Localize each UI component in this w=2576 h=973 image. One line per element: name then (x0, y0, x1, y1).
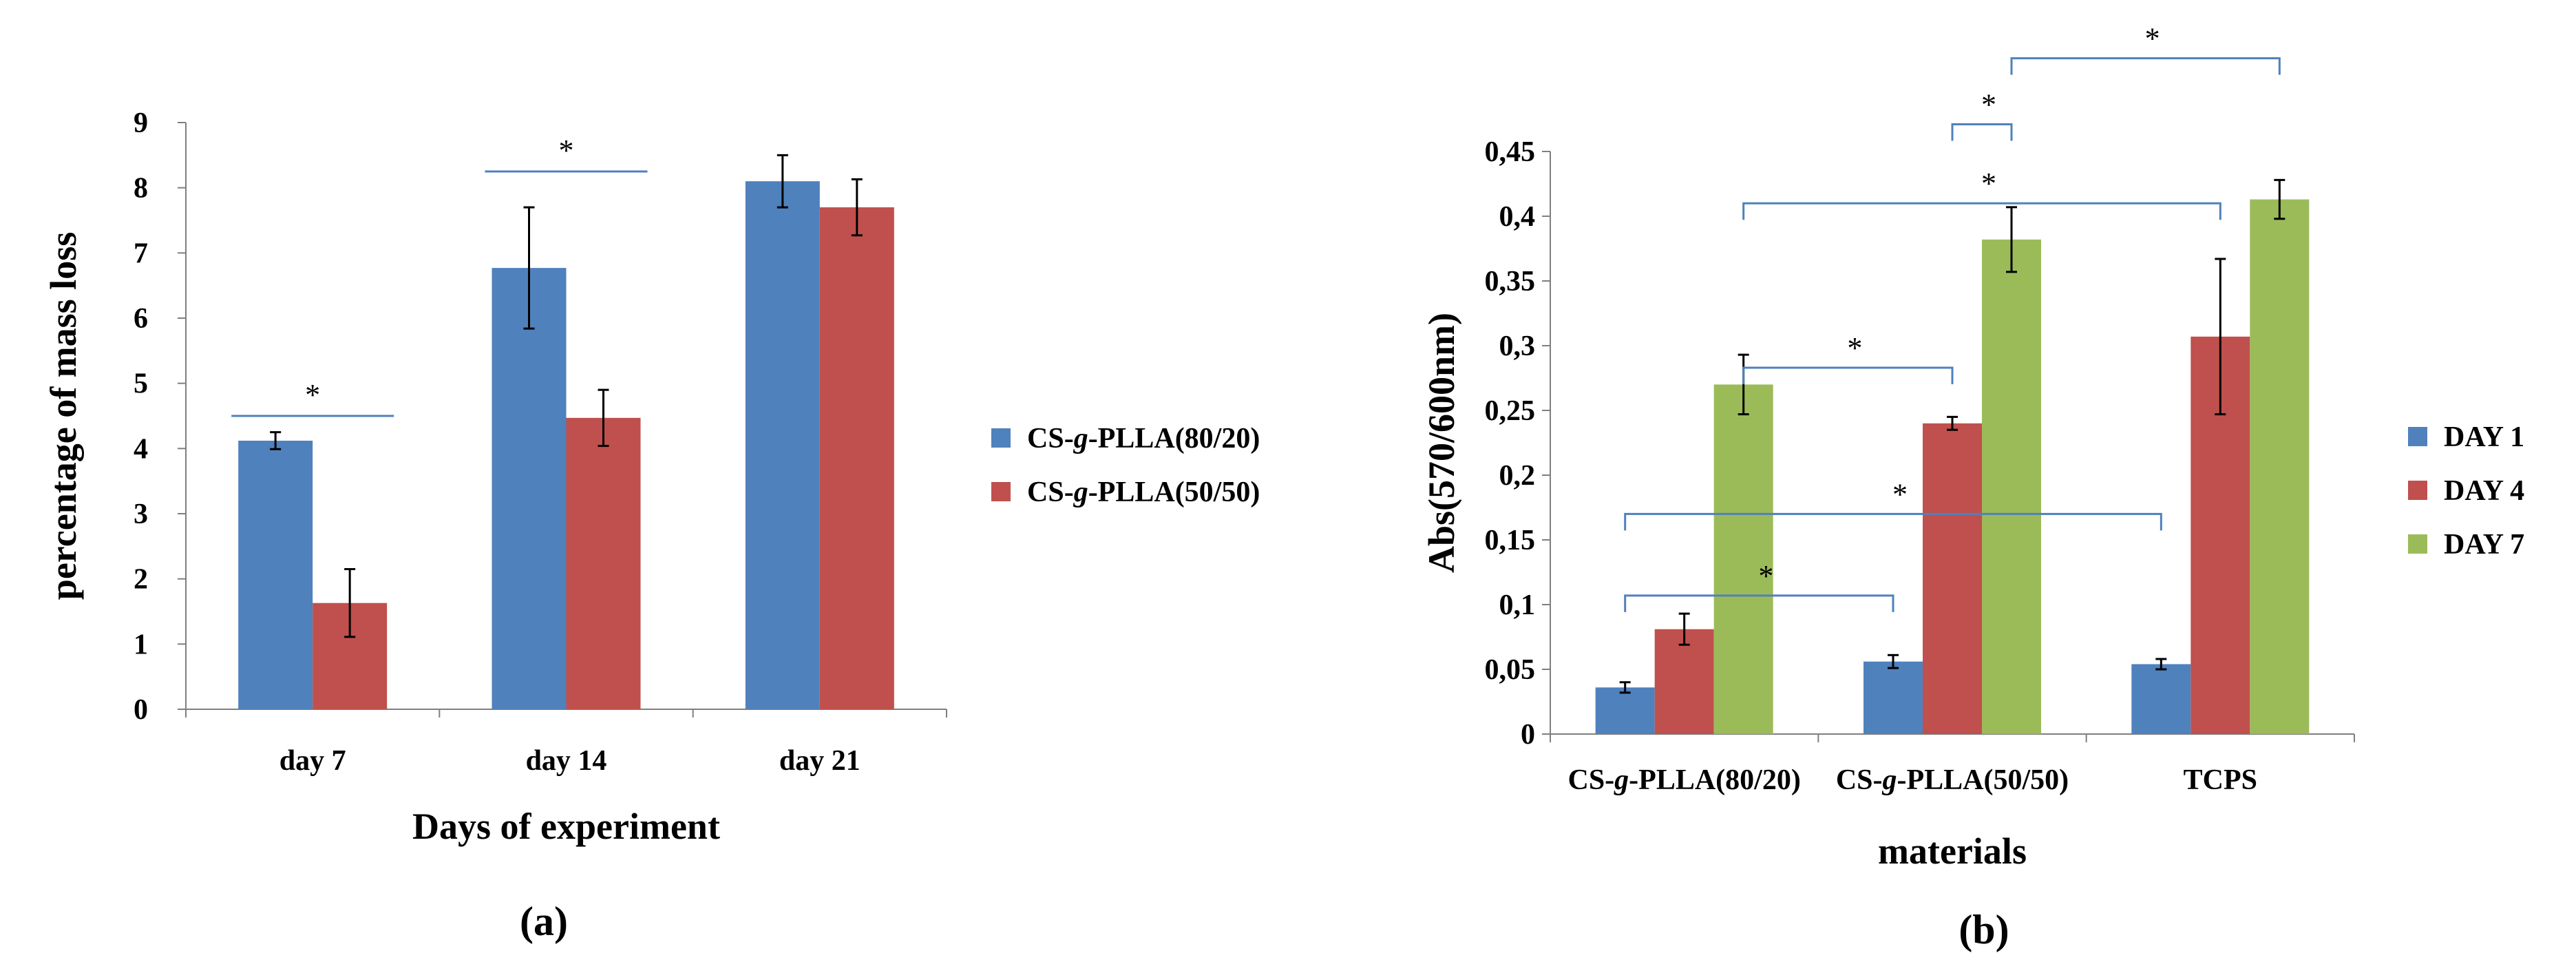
significance-star: * (305, 378, 320, 412)
legend-label-part-0: CS- (1027, 423, 1074, 454)
y-tick-label: 3 (134, 499, 148, 530)
x-tick-label: day 7 (279, 745, 346, 777)
bar (492, 268, 567, 709)
legend-label: CS-g-PLLA(50/50) (1027, 477, 1260, 508)
significance-star: * (1758, 559, 1773, 593)
x-tick-label-part-0: CS- (1836, 764, 1883, 796)
legend-label: DAY 7 (2444, 529, 2524, 561)
chart-a: 0 1 2 3 4 5 6 7 8 9 day 7 day 14 day 21 * * percentage … (43, 107, 1260, 944)
x-tick-label: CS-g-PLLA(50/50) (1836, 764, 2069, 796)
y-tick-label: 0,4 (1499, 201, 1536, 233)
x-tick-label: TCPS (2184, 764, 2257, 796)
y-tick-label: 1 (134, 629, 148, 660)
legend-label: DAY 1 (2444, 421, 2524, 453)
bar (566, 417, 641, 709)
bar (1864, 661, 1923, 734)
legend-label-part-1: g (1073, 423, 1088, 454)
y-tick-label: 0,2 (1499, 460, 1536, 492)
legend-swatch (2408, 427, 2427, 446)
significance-star: * (1981, 167, 1996, 200)
legend-swatch (991, 428, 1011, 448)
significance-star: * (559, 134, 574, 167)
y-tick-label: 0 (1521, 719, 1535, 751)
bar (1713, 384, 1773, 734)
bar (1654, 629, 1714, 734)
y-tick-label: 0,15 (1485, 525, 1536, 556)
y-tick-label: 0,45 (1485, 136, 1536, 168)
chart-b: 00,050,10,150,20,250,30,350,40,45CS-g-PL… (1421, 22, 2524, 952)
x-tick-label-part-1: g (1882, 764, 1897, 796)
x-tick-label-part-2: -PLLA(50/50) (1897, 764, 2069, 796)
y-tick-label: 0,05 (1485, 654, 1536, 686)
legend-label-part-2: -PLLA(50/50) (1088, 477, 1260, 508)
x-axis-title: materials (1878, 830, 2027, 872)
significance-bracket (1742, 202, 2221, 220)
x-axis-title: Days of experiment (412, 806, 720, 847)
y-tick-label: 0,3 (1499, 331, 1536, 362)
legend-label-part-1: g (1073, 477, 1088, 508)
x-tick-label-part-0: TCPS (2184, 764, 2257, 796)
bar (1982, 239, 2041, 735)
x-tick-label-part-2: -PLLA(80/20) (1629, 764, 1801, 796)
y-tick-label: 5 (134, 368, 148, 400)
significance-star: * (2145, 22, 2160, 56)
significance-bracket (1624, 512, 2162, 531)
y-tick-label: 8 (134, 173, 148, 205)
y-tick-label: 7 (134, 238, 148, 269)
panel-label: (b) (1959, 907, 2009, 952)
bar (1595, 687, 1655, 734)
y-tick-label: 2 (134, 564, 148, 596)
bar (745, 181, 820, 709)
y-tick-label: 4 (134, 433, 148, 465)
bar (238, 440, 313, 709)
significance-star: * (1981, 88, 1996, 122)
y-tick-label: 0 (134, 694, 148, 726)
significance-bracket (1742, 366, 1954, 384)
legend-label: DAY 4 (2444, 475, 2524, 507)
x-tick-label: day 21 (779, 745, 861, 777)
y-axis-title: Abs(570/600nm) (1421, 313, 1462, 573)
y-tick-label: 0,1 (1499, 589, 1536, 621)
y-axis-title: percentage of mass loss (43, 232, 84, 600)
y-tick-label: 0,35 (1485, 266, 1536, 297)
x-tick-label-part-1: g (1614, 764, 1629, 796)
panel-label: (a) (520, 899, 568, 944)
bar (2131, 664, 2191, 734)
bar (2250, 199, 2310, 734)
legend-swatch (2408, 534, 2427, 554)
x-tick-label-part-0: CS- (1567, 764, 1614, 796)
legend-swatch (2408, 481, 2427, 500)
y-tick-label: 0,25 (1485, 395, 1536, 427)
y-tick-label: 9 (134, 107, 148, 139)
legend-label: CS-g-PLLA(80/20) (1027, 423, 1260, 454)
legend-swatch (991, 482, 1011, 501)
significance-star: * (1892, 477, 1908, 511)
x-tick-label: CS-g-PLLA(80/20) (1567, 764, 1800, 796)
legend-label-part-2: -PLLA(80/20) (1088, 423, 1260, 454)
significance-bracket (1624, 594, 1894, 612)
x-tick-label: day 14 (526, 745, 607, 777)
significance-bracket (1951, 123, 2013, 141)
bar (819, 207, 894, 710)
y-tick-label: 6 (134, 303, 148, 335)
significance-bracket (2010, 57, 2281, 75)
legend-label-part-0: CS- (1027, 477, 1074, 508)
bar (1923, 423, 1982, 734)
significance-star: * (1847, 331, 1862, 365)
